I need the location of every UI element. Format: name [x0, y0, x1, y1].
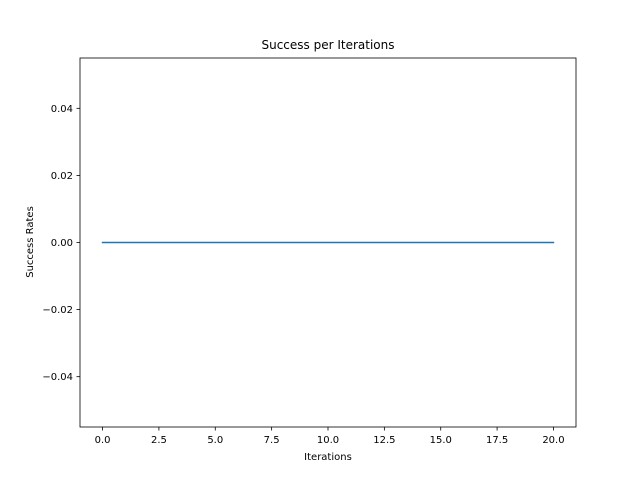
y-axis: −0.04 −0.02 0.00 0.02 0.04 — [42, 104, 80, 383]
x-tick-label: 2.5 — [151, 435, 167, 446]
y-tick-label: 0.02 — [51, 171, 73, 182]
x-tick-label: 20.0 — [542, 435, 564, 446]
y-axis-label: Success Rates — [25, 206, 36, 278]
x-axis: 0.0 2.5 5.0 7.5 10.0 12.5 15.0 17.5 20.0 — [95, 427, 565, 446]
y-tick-label: −0.02 — [42, 305, 73, 316]
y-tick-label: 0.00 — [51, 238, 73, 249]
x-tick-label: 17.5 — [486, 435, 508, 446]
chart-title: Success per Iterations — [261, 38, 394, 52]
y-tick-label: 0.04 — [51, 104, 73, 115]
x-axis-label: Iterations — [304, 452, 352, 463]
x-tick-label: 15.0 — [430, 435, 452, 446]
plot-area — [79, 57, 577, 428]
x-tick-label: 10.0 — [317, 435, 339, 446]
x-tick-label: 12.5 — [373, 435, 395, 446]
x-tick-label: 5.0 — [207, 435, 223, 446]
x-tick-label: 0.0 — [95, 435, 111, 446]
y-tick-label: −0.04 — [42, 372, 73, 383]
x-tick-label: 7.5 — [264, 435, 280, 446]
